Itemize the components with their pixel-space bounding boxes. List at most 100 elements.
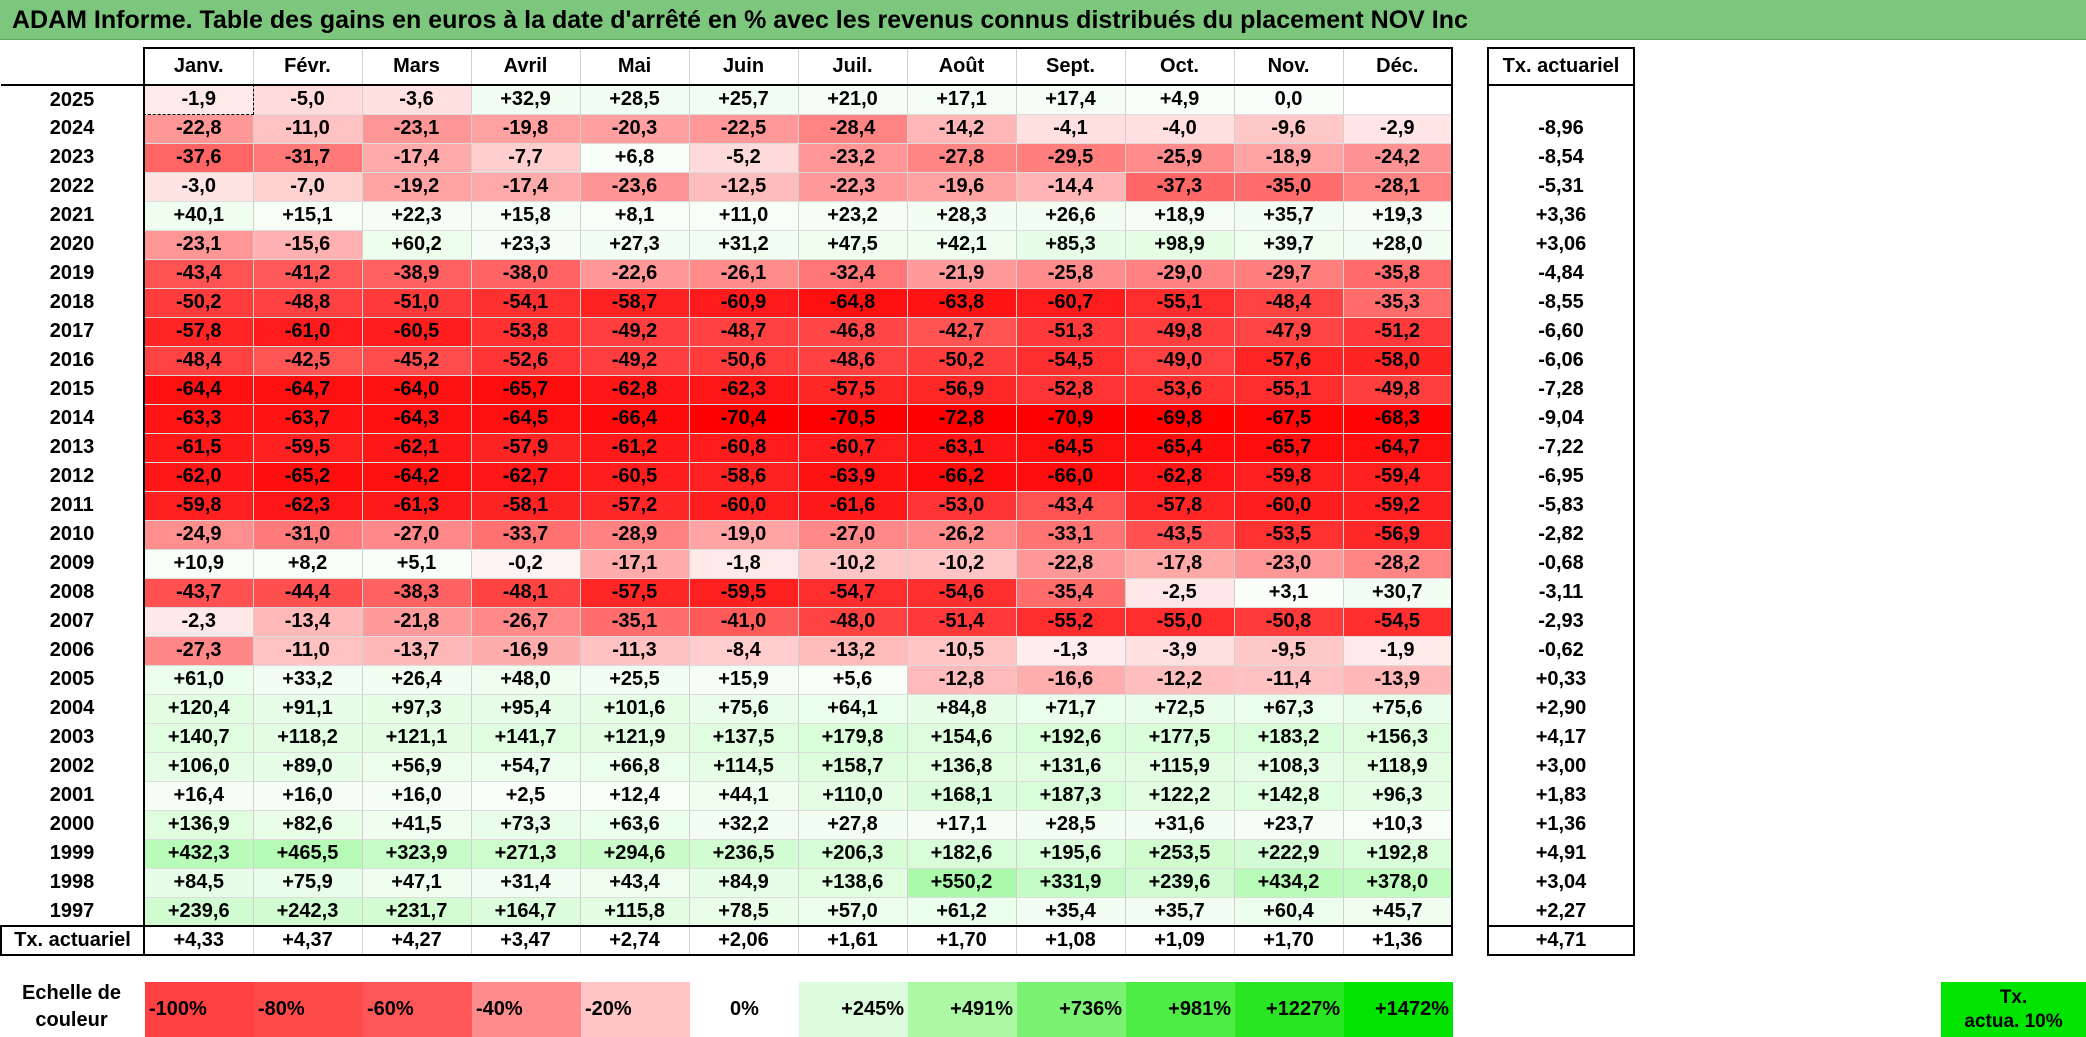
heatmap-cell: -20,3	[579, 114, 689, 144]
heatmap-cell: +10,9	[143, 549, 253, 579]
heatmap-cell: +32,2	[688, 810, 798, 840]
heatmap-cell: +16,0	[252, 781, 362, 811]
heatmap-cell: +35,7	[1233, 201, 1343, 231]
heatmap-cell: -57,6	[1233, 346, 1343, 376]
column-gap	[1452, 752, 1488, 781]
heatmap-cell: +206,3	[797, 839, 907, 869]
legend-swatch: +981%	[1126, 982, 1235, 1037]
heatmap-cell: +40,1	[143, 201, 253, 231]
heatmap-cell: -41,2	[252, 259, 362, 289]
column-gap	[1452, 549, 1488, 578]
year-label: 2016	[49, 349, 95, 371]
heatmap-cell: -48,0	[797, 607, 907, 637]
heatmap-cell: +18,9	[1124, 201, 1234, 231]
heatmap-cell: -10,5	[906, 636, 1016, 666]
heatmap-cell: -43,5	[1124, 520, 1234, 550]
heatmap-cell: -3,6	[361, 85, 471, 115]
heatmap-cell: +118,2	[252, 723, 362, 753]
heatmap-cell: +67,3	[1233, 694, 1343, 724]
heatmap-cell: +231,7	[361, 897, 471, 927]
table-row: 2000 +136,9 +82,6 +41,5 +73,3 +63,6 +32,2 +27,8…	[1, 810, 1635, 840]
heatmap-cell: -13,7	[361, 636, 471, 666]
column-gap	[1452, 288, 1488, 317]
heatmap-cell: -16,9	[470, 636, 580, 666]
legend-swatch: 0%	[690, 982, 799, 1037]
heatmap-cell: +97,3	[361, 694, 471, 724]
year-label: 2003	[49, 726, 95, 748]
heatmap-cell: -49,8	[1124, 317, 1234, 347]
heatmap-cell: -43,7	[143, 578, 253, 608]
heatmap-cell: -28,2	[1342, 549, 1453, 579]
tx-row-cell: +1,09	[1124, 925, 1234, 956]
heatmap-cell: +239,6	[1124, 868, 1234, 898]
heatmap-cell: -59,5	[688, 578, 798, 608]
heatmap-cell: -60,0	[1233, 491, 1343, 521]
heatmap-cell: -31,7	[252, 143, 362, 173]
heatmap-cell: -27,0	[361, 520, 471, 550]
year-label: 2010	[49, 523, 95, 545]
heatmap-cell: -9,6	[1233, 114, 1343, 144]
heatmap-cell: +183,2	[1233, 723, 1343, 753]
annual-rate-cell: -7,22	[1487, 433, 1635, 462]
heatmap-cell: -4,1	[1015, 114, 1125, 144]
legend-swatch: +736%	[1017, 982, 1126, 1037]
column-gap	[1452, 114, 1488, 143]
heatmap-cell: +96,3	[1342, 781, 1453, 811]
year-label: 2018	[49, 291, 95, 313]
heatmap-cell: +60,4	[1233, 897, 1343, 927]
heatmap-cell: -0,2	[470, 549, 580, 579]
annual-rate-cell: +3,06	[1487, 230, 1635, 259]
heatmap-cell: -37,3	[1124, 172, 1234, 202]
heatmap-cell: +140,7	[143, 723, 253, 753]
heatmap-cell: -35,0	[1233, 172, 1343, 202]
heatmap-cell: -58,1	[470, 491, 580, 521]
tx-row-cell: +2,74	[579, 925, 689, 956]
heatmap-cell: -59,4	[1342, 462, 1453, 492]
heatmap-cell: -28,4	[797, 114, 907, 144]
annual-rate-cell: -6,06	[1487, 346, 1635, 375]
heatmap-cell: +177,5	[1124, 723, 1234, 753]
year-label: 2002	[49, 755, 95, 777]
heatmap-cell: -60,8	[688, 433, 798, 463]
heatmap-cell: +239,6	[143, 897, 253, 927]
heatmap-cell: -16,6	[1015, 665, 1125, 695]
heatmap-cell: +294,6	[579, 839, 689, 869]
heatmap-cell: -29,0	[1124, 259, 1234, 289]
heatmap-cell: +63,6	[579, 810, 689, 840]
heatmap-cell: +195,6	[1015, 839, 1125, 869]
annual-rate-cell: +3,36	[1487, 201, 1635, 230]
table-row: 2013 -61,5 -59,5 -62,1 -57,9 -61,2 -60,8 -60,7-…	[1, 433, 1635, 463]
heatmap-cell: -15,6	[252, 230, 362, 260]
heatmap-cell: -49,2	[579, 317, 689, 347]
legend-tx-line1: Tx.	[1999, 987, 2028, 1008]
heatmap-cell: -51,2	[1342, 317, 1453, 347]
heatmap-cell: -53,5	[1233, 520, 1343, 550]
heatmap-cell: -59,5	[252, 433, 362, 463]
heatmap-cell: +12,4	[579, 781, 689, 811]
tx-row-cell: +1,08	[1015, 925, 1125, 956]
heatmap-cell: -58,7	[579, 288, 689, 318]
heatmap-cell: -52,6	[470, 346, 580, 376]
year-label: 1998	[49, 871, 95, 893]
heatmap-cell: -45,2	[361, 346, 471, 376]
heatmap-cell: -23,1	[143, 230, 253, 260]
heatmap-cell: +84,5	[143, 868, 253, 898]
year-label: 1997	[49, 899, 95, 922]
heatmap-cell: -11,0	[252, 114, 362, 144]
annual-rate-cell	[1487, 85, 1635, 114]
month-header: Avril	[470, 47, 580, 86]
heatmap-cell: -49,0	[1124, 346, 1234, 376]
legend-swatch: +1472%	[1344, 982, 1453, 1037]
heatmap-cell: +8,1	[579, 201, 689, 231]
heatmap-cell: -64,5	[470, 404, 580, 434]
heatmap-cell: -12,5	[688, 172, 798, 202]
heatmap-cell: +550,2	[906, 868, 1016, 898]
heatmap-cell: -19,2	[361, 172, 471, 202]
heatmap-cell: -26,1	[688, 259, 798, 289]
heatmap-cell: +137,5	[688, 723, 798, 753]
tx-row-cell: +1,70	[1233, 925, 1343, 956]
year-label: 1999	[49, 842, 95, 864]
heatmap-cell: -31,0	[252, 520, 362, 550]
table-row: 2024 -22,8 -11,0 -23,1 -19,8 -20,3 -22,5 -28,4-…	[1, 114, 1635, 144]
heatmap-cell: -56,9	[906, 375, 1016, 405]
